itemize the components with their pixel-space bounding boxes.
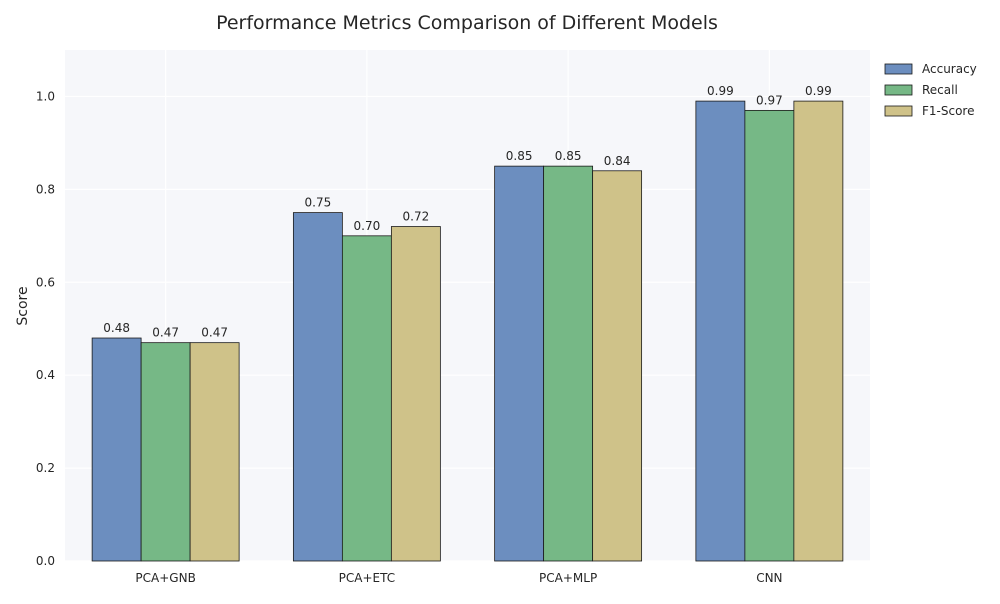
data-label: 0.85 — [506, 149, 533, 163]
chart-title: Performance Metrics Comparison of Differ… — [216, 12, 718, 34]
legend-label: Recall — [922, 83, 958, 97]
bar-accuracy-pca-gnb — [91, 337, 142, 562]
data-label: 0.97 — [756, 93, 783, 107]
legend-label: Accuracy — [922, 62, 977, 76]
legend-swatch — [884, 63, 913, 75]
legend: Accuracy Recall F1-Score — [884, 62, 977, 118]
y-axis-label: Score — [15, 286, 31, 325]
data-label: 0.47 — [152, 326, 179, 340]
y-tick-label: 0.2 — [36, 461, 55, 475]
data-label: 0.48 — [103, 321, 130, 335]
data-label: 0.99 — [707, 84, 734, 98]
bar-f1-score-pca-mlp — [592, 170, 643, 562]
data-label: 0.70 — [354, 219, 381, 233]
bar-f1-score-pca-etc — [390, 226, 441, 562]
bar-accuracy-cnn — [695, 100, 746, 562]
y-tick-label: 0.4 — [36, 368, 55, 382]
bar-accuracy-pca-etc — [292, 212, 343, 562]
data-label: 0.75 — [305, 196, 332, 210]
y-axis-ticks: 0.0 0.2 0.4 0.6 0.8 1.0 — [36, 89, 55, 568]
bar-recall-pca-gnb — [140, 342, 191, 562]
bar-accuracy-pca-mlp — [494, 165, 545, 562]
y-tick-label: 0.8 — [36, 182, 55, 196]
legend-swatch — [884, 84, 913, 96]
x-tick-label: PCA+GNB — [135, 571, 195, 585]
data-labels: 0.48 0.47 0.47 0.75 0.70 0.72 0.85 0.85 0.84 0.99… — [103, 84, 831, 340]
bars — [91, 100, 844, 562]
data-label: 0.85 — [555, 149, 582, 163]
y-tick-label: 0.6 — [36, 275, 55, 289]
data-label: 0.84 — [604, 154, 631, 168]
data-label: 0.47 — [201, 326, 228, 340]
bar-recall-pca-mlp — [543, 165, 594, 562]
x-tick-label: PCA+ETC — [339, 571, 395, 585]
x-axis-ticks: PCA+GNB PCA+ETC PCA+MLP CNN — [135, 571, 782, 585]
bar-recall-cnn — [744, 109, 795, 562]
bar-recall-pca-etc — [341, 235, 392, 562]
x-tick-label: PCA+MLP — [539, 571, 597, 585]
data-label: 0.72 — [403, 210, 430, 224]
x-tick-label: CNN — [756, 571, 782, 585]
legend-label: F1-Score — [922, 104, 974, 118]
data-label: 0.99 — [805, 84, 832, 98]
bar-f1-score-pca-gnb — [189, 342, 240, 562]
bar-f1-score-cnn — [793, 100, 844, 562]
y-tick-label: 1.0 — [36, 89, 55, 103]
legend-swatch — [884, 105, 913, 117]
y-tick-label: 0.0 — [36, 554, 55, 568]
